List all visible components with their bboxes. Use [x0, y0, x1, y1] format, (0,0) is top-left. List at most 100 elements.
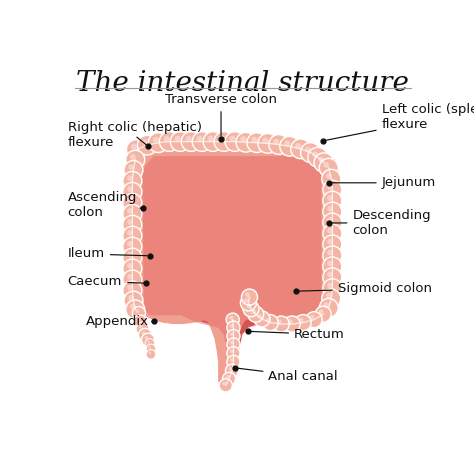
Circle shape	[219, 379, 232, 392]
Circle shape	[240, 295, 256, 311]
Circle shape	[280, 137, 300, 156]
Circle shape	[230, 332, 234, 336]
Circle shape	[247, 133, 267, 153]
Circle shape	[142, 139, 148, 145]
Circle shape	[327, 217, 333, 223]
Text: Anal canal: Anal canal	[237, 368, 338, 383]
Circle shape	[123, 248, 142, 267]
Circle shape	[323, 246, 342, 265]
Circle shape	[181, 132, 201, 151]
Circle shape	[137, 318, 140, 321]
Circle shape	[227, 321, 240, 334]
Circle shape	[226, 364, 238, 377]
Circle shape	[319, 299, 338, 318]
Circle shape	[305, 146, 311, 153]
Circle shape	[132, 307, 146, 319]
Circle shape	[323, 213, 342, 232]
Circle shape	[159, 132, 179, 151]
Circle shape	[312, 151, 318, 157]
Circle shape	[214, 132, 234, 151]
Circle shape	[248, 306, 264, 322]
Circle shape	[262, 137, 268, 143]
Text: The intestinal structure: The intestinal structure	[76, 70, 410, 97]
Circle shape	[192, 132, 212, 151]
Circle shape	[136, 322, 149, 336]
Circle shape	[323, 202, 342, 221]
Circle shape	[127, 274, 133, 280]
Circle shape	[299, 318, 303, 323]
Circle shape	[245, 292, 250, 297]
Circle shape	[123, 193, 142, 212]
Circle shape	[123, 204, 142, 223]
Circle shape	[230, 340, 234, 345]
Circle shape	[130, 304, 136, 310]
Circle shape	[227, 329, 240, 343]
Circle shape	[319, 310, 324, 314]
Circle shape	[226, 313, 239, 326]
Circle shape	[138, 328, 152, 342]
Circle shape	[126, 300, 145, 319]
Circle shape	[326, 173, 332, 179]
Circle shape	[308, 147, 328, 167]
Circle shape	[148, 133, 168, 153]
Circle shape	[123, 281, 142, 300]
Circle shape	[327, 228, 333, 234]
Circle shape	[229, 316, 233, 319]
Circle shape	[229, 136, 236, 142]
Circle shape	[146, 344, 155, 354]
Circle shape	[327, 184, 333, 190]
Circle shape	[323, 224, 342, 243]
Circle shape	[148, 352, 151, 355]
Circle shape	[327, 272, 333, 277]
Circle shape	[327, 261, 333, 266]
Circle shape	[262, 315, 278, 331]
Circle shape	[127, 219, 133, 225]
Circle shape	[127, 208, 133, 214]
Circle shape	[326, 293, 332, 299]
Circle shape	[251, 310, 256, 314]
Circle shape	[141, 333, 155, 346]
Text: Left colic (splenic)
flexure: Left colic (splenic) flexure	[326, 103, 474, 140]
Circle shape	[230, 349, 234, 353]
Circle shape	[230, 324, 234, 328]
Circle shape	[127, 285, 133, 291]
Circle shape	[123, 226, 142, 245]
Circle shape	[315, 306, 331, 322]
Circle shape	[128, 295, 134, 301]
Circle shape	[323, 279, 342, 298]
Circle shape	[133, 315, 146, 328]
Circle shape	[273, 138, 279, 145]
Circle shape	[240, 137, 246, 142]
Circle shape	[258, 134, 278, 153]
Circle shape	[127, 241, 133, 246]
Circle shape	[284, 316, 300, 332]
Circle shape	[314, 153, 334, 173]
Circle shape	[219, 136, 224, 142]
Circle shape	[139, 325, 143, 329]
Circle shape	[257, 314, 262, 319]
Circle shape	[131, 144, 137, 150]
Circle shape	[288, 319, 292, 324]
Circle shape	[323, 162, 329, 168]
Circle shape	[306, 311, 322, 328]
Text: Rectum: Rectum	[251, 328, 345, 341]
Circle shape	[222, 382, 226, 385]
Polygon shape	[129, 139, 338, 389]
Circle shape	[175, 136, 181, 142]
Circle shape	[147, 340, 150, 343]
Circle shape	[208, 136, 213, 142]
Circle shape	[123, 237, 142, 256]
Circle shape	[130, 154, 136, 160]
Circle shape	[127, 175, 133, 181]
Circle shape	[128, 164, 134, 170]
Circle shape	[295, 143, 301, 149]
Circle shape	[135, 309, 139, 313]
Circle shape	[226, 375, 229, 379]
Text: Sigmoid colon: Sigmoid colon	[299, 282, 432, 295]
Circle shape	[266, 318, 271, 323]
Circle shape	[243, 301, 259, 317]
Circle shape	[164, 136, 170, 142]
Circle shape	[127, 186, 133, 192]
Circle shape	[228, 367, 232, 371]
Text: Transverse colon: Transverse colon	[165, 93, 277, 136]
